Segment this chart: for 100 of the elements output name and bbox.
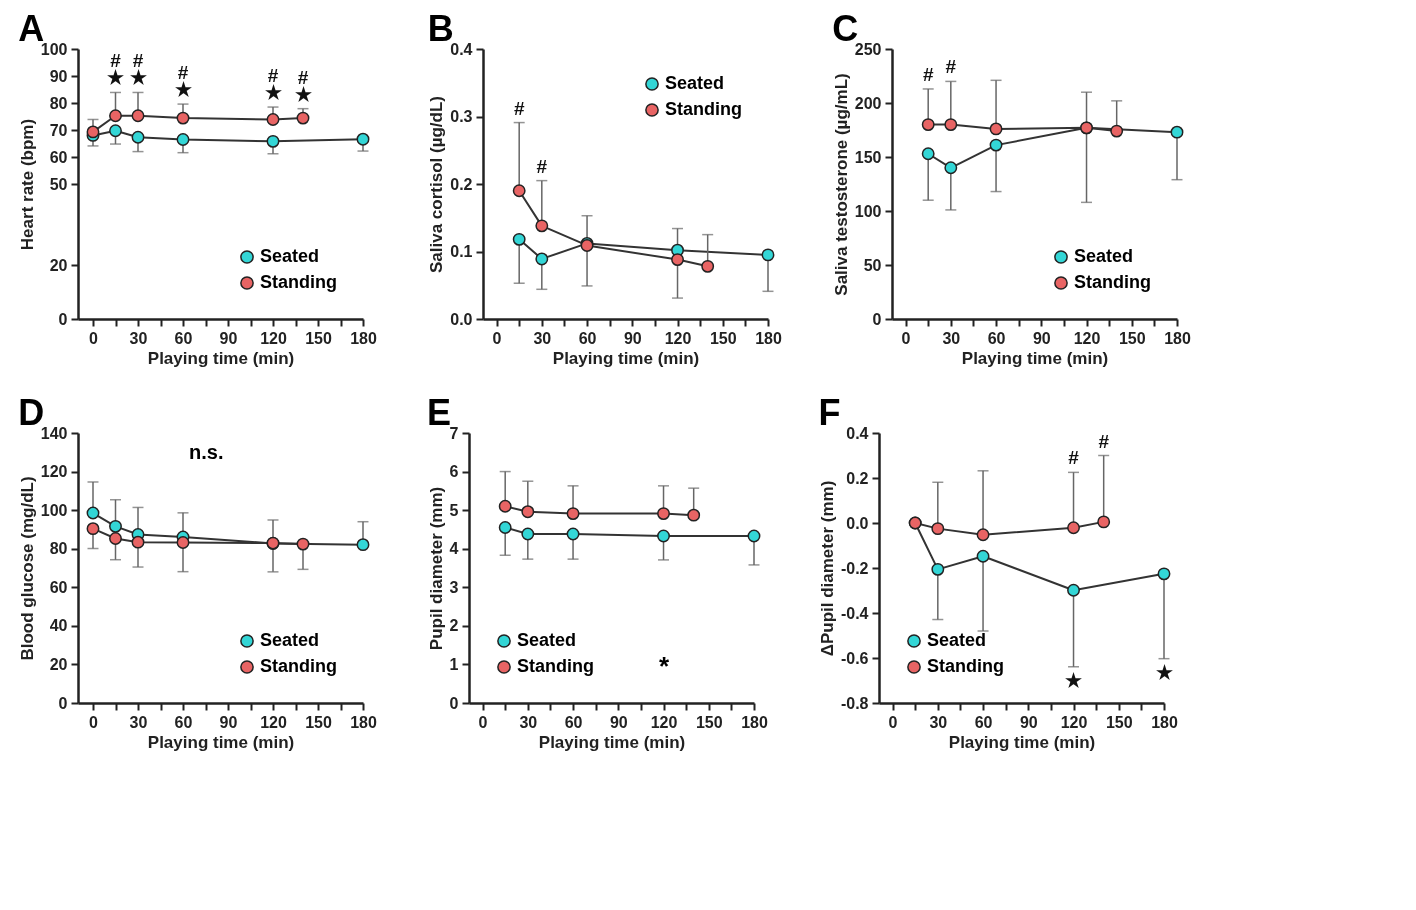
legend-label: Seated bbox=[1074, 246, 1134, 266]
x-tick-label: 30 bbox=[519, 713, 538, 731]
annotation: # bbox=[536, 155, 548, 177]
y-tick-label: 4 bbox=[449, 540, 459, 558]
y-tick-label: -0.2 bbox=[840, 559, 869, 577]
y-tick-label: 90 bbox=[49, 67, 68, 85]
y-tick-label: 0.1 bbox=[450, 243, 473, 260]
x-tick-label: 150 bbox=[695, 713, 723, 731]
x-tick-label: 90 bbox=[623, 329, 642, 347]
annotation: # bbox=[513, 97, 525, 119]
x-tick-label: 60 bbox=[987, 329, 1006, 347]
x-tick-label: 90 bbox=[1019, 713, 1038, 731]
x-tick-label: 90 bbox=[219, 329, 238, 347]
y-tick-label: -0.4 bbox=[840, 604, 869, 622]
annotation: ★ bbox=[107, 67, 124, 89]
y-tick-label: 0.0 bbox=[450, 310, 473, 328]
annotation: ★ bbox=[174, 79, 192, 101]
x-tick-label: 60 bbox=[174, 713, 193, 731]
y-tick-label: 20 bbox=[49, 655, 68, 673]
y-tick-label: 0 bbox=[872, 310, 882, 328]
legend-label: Seated bbox=[927, 630, 987, 650]
annotation: n.s. bbox=[189, 441, 224, 463]
y-axis-title: Heart rate (bpm) bbox=[17, 118, 37, 251]
legend-label: Seated bbox=[260, 246, 320, 266]
y-axis-title: Saliva cortisol (µg/dL) bbox=[427, 96, 447, 273]
legend-label: Standing bbox=[927, 656, 1004, 676]
x-tick-label: 0 bbox=[888, 713, 898, 731]
x-tick-label: 180 bbox=[350, 329, 377, 347]
x-axis-title: Playing time (min) bbox=[147, 348, 295, 368]
y-tick-label: 150 bbox=[854, 148, 882, 166]
x-axis-title: Playing time (min) bbox=[147, 732, 295, 752]
legend-label: Standing bbox=[260, 656, 337, 676]
x-tick-label: 150 bbox=[1105, 713, 1133, 731]
annotation: # bbox=[945, 56, 957, 78]
y-axis-title: ΔPupil diameter (mm) bbox=[817, 480, 837, 657]
x-tick-label: 120 bbox=[1073, 329, 1101, 347]
x-tick-label: 30 bbox=[533, 329, 552, 347]
x-tick-label: 150 bbox=[305, 713, 332, 731]
x-tick-label: 0 bbox=[901, 329, 911, 347]
y-tick-label: 100 bbox=[854, 202, 882, 220]
x-tick-label: 30 bbox=[929, 713, 948, 731]
annotation: ★ bbox=[1065, 669, 1083, 691]
y-tick-label: 20 bbox=[49, 256, 68, 274]
x-axis-title: Playing time (min) bbox=[948, 732, 1096, 752]
x-tick-label: 60 bbox=[578, 329, 597, 347]
annotation: * bbox=[659, 651, 670, 681]
chart-title: E bbox=[427, 392, 452, 433]
annotation: ★ bbox=[129, 67, 147, 89]
x-tick-label: 180 bbox=[350, 713, 377, 731]
y-axis-title: Saliva testosterone (µg/mL) bbox=[831, 73, 851, 296]
y-axis-title: Blood glucose (mg/dL) bbox=[17, 476, 37, 661]
x-tick-label: 120 bbox=[260, 713, 287, 731]
x-tick-label: 0 bbox=[478, 713, 488, 731]
x-tick-label: 90 bbox=[219, 713, 238, 731]
annotation: # bbox=[1068, 447, 1080, 469]
y-tick-label: 200 bbox=[854, 94, 882, 112]
y-tick-label: 70 bbox=[49, 121, 68, 139]
y-tick-label: 60 bbox=[49, 578, 68, 596]
y-tick-label: 2 bbox=[449, 617, 459, 635]
chart-title: F bbox=[818, 392, 841, 433]
y-tick-label: 50 bbox=[863, 256, 882, 274]
y-tick-label: -0.6 bbox=[840, 649, 869, 667]
y-tick-label: 7 bbox=[449, 424, 459, 442]
y-tick-label: 80 bbox=[49, 540, 68, 558]
x-tick-label: 30 bbox=[942, 329, 961, 347]
x-tick-label: 30 bbox=[129, 713, 148, 731]
y-tick-label: 0.4 bbox=[846, 424, 869, 442]
x-tick-label: 150 bbox=[1118, 329, 1146, 347]
x-tick-label: 120 bbox=[664, 329, 692, 347]
y-tick-label: 0.2 bbox=[846, 469, 869, 487]
x-tick-label: 60 bbox=[174, 329, 193, 347]
y-tick-label: 40 bbox=[49, 617, 68, 635]
legend-label: Standing bbox=[665, 99, 742, 119]
y-tick-label: 3 bbox=[449, 578, 459, 596]
x-tick-label: 120 bbox=[260, 329, 287, 347]
x-tick-label: 120 bbox=[650, 713, 678, 731]
x-tick-label: 120 bbox=[1060, 713, 1088, 731]
y-tick-label: 0 bbox=[58, 694, 68, 712]
y-tick-label: 5 bbox=[449, 501, 459, 519]
y-tick-label: 0.0 bbox=[846, 514, 869, 532]
x-axis-title: Playing time (min) bbox=[538, 732, 686, 752]
legend-label: Standing bbox=[260, 272, 337, 292]
x-tick-label: 0 bbox=[492, 329, 502, 347]
y-tick-label: 60 bbox=[49, 148, 68, 166]
x-tick-label: 0 bbox=[89, 713, 99, 731]
y-tick-label: 120 bbox=[40, 463, 68, 481]
x-tick-label: 180 bbox=[755, 329, 782, 347]
x-tick-label: 150 bbox=[305, 329, 332, 347]
x-tick-label: 0 bbox=[89, 329, 99, 347]
annotation: ★ bbox=[264, 82, 282, 104]
y-tick-label: -0.8 bbox=[840, 694, 869, 712]
legend-label: Seated bbox=[517, 630, 577, 650]
x-axis-title: Playing time (min) bbox=[961, 348, 1109, 368]
y-tick-label: 50 bbox=[49, 175, 68, 193]
x-tick-label: 150 bbox=[709, 329, 737, 347]
y-tick-label: 0.3 bbox=[450, 108, 473, 125]
x-axis-title: Playing time (min) bbox=[552, 348, 700, 368]
legend-label: Standing bbox=[1074, 272, 1151, 292]
y-tick-label: 6 bbox=[449, 463, 459, 481]
annotation: # bbox=[922, 63, 934, 85]
